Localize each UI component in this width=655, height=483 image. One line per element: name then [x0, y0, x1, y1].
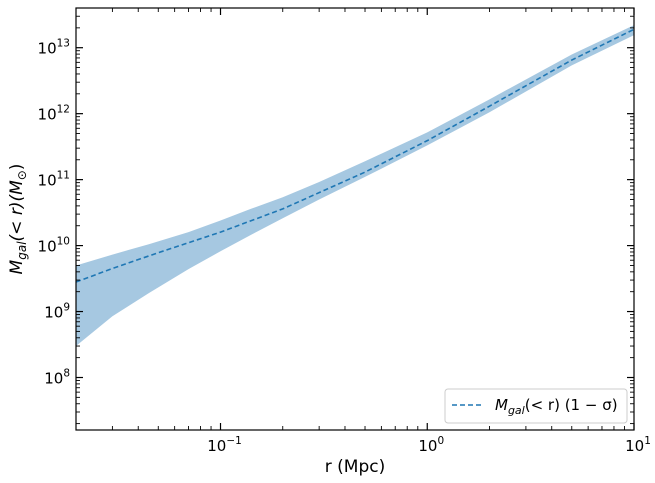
legend-label: Mgal(< r) (1 − σ): [495, 396, 618, 417]
x-tick-label: 10−1: [207, 435, 242, 455]
y-label-sun: ⊙: [15, 170, 29, 180]
median-line-layer: [75, 28, 635, 283]
legend: Mgal(< r) (1 − σ): [444, 388, 628, 424]
axis-ticks: [75, 7, 635, 430]
legend-box: [444, 388, 628, 424]
y-tick-label: 1013: [38, 38, 70, 58]
x-axis-label: r (Mpc): [325, 457, 385, 477]
y-tick-label: 1010: [38, 236, 70, 256]
x-tick-label: 101: [625, 435, 651, 455]
y-label-rest: (< r)(M: [7, 180, 27, 242]
x-tick-label: 100: [418, 435, 444, 455]
y-axis-label: Mgal(< r)(M⊙): [7, 164, 29, 275]
y-tick-label: 108: [44, 368, 70, 388]
confidence-band: [76, 25, 634, 347]
legend-label-sub: gal: [508, 404, 525, 417]
confidence-band-layer: [76, 25, 634, 347]
y-label-sub: gal: [15, 241, 29, 260]
legend-label-rest: (< r) (1 − σ): [525, 396, 618, 414]
plot-frame: [75, 7, 635, 431]
y-tick-label: 1011: [38, 170, 70, 190]
y-label-base: M: [7, 259, 27, 274]
axis-tick-labels: 10−1 100 101 108 109 1010 1011 1012 1013: [38, 38, 651, 455]
y-tick-label: 1012: [38, 104, 70, 124]
y-label-close: ): [7, 164, 27, 171]
y-tick-label: 109: [44, 302, 70, 322]
legend-label-base: M: [495, 396, 508, 414]
median-mass-line: [75, 28, 635, 283]
